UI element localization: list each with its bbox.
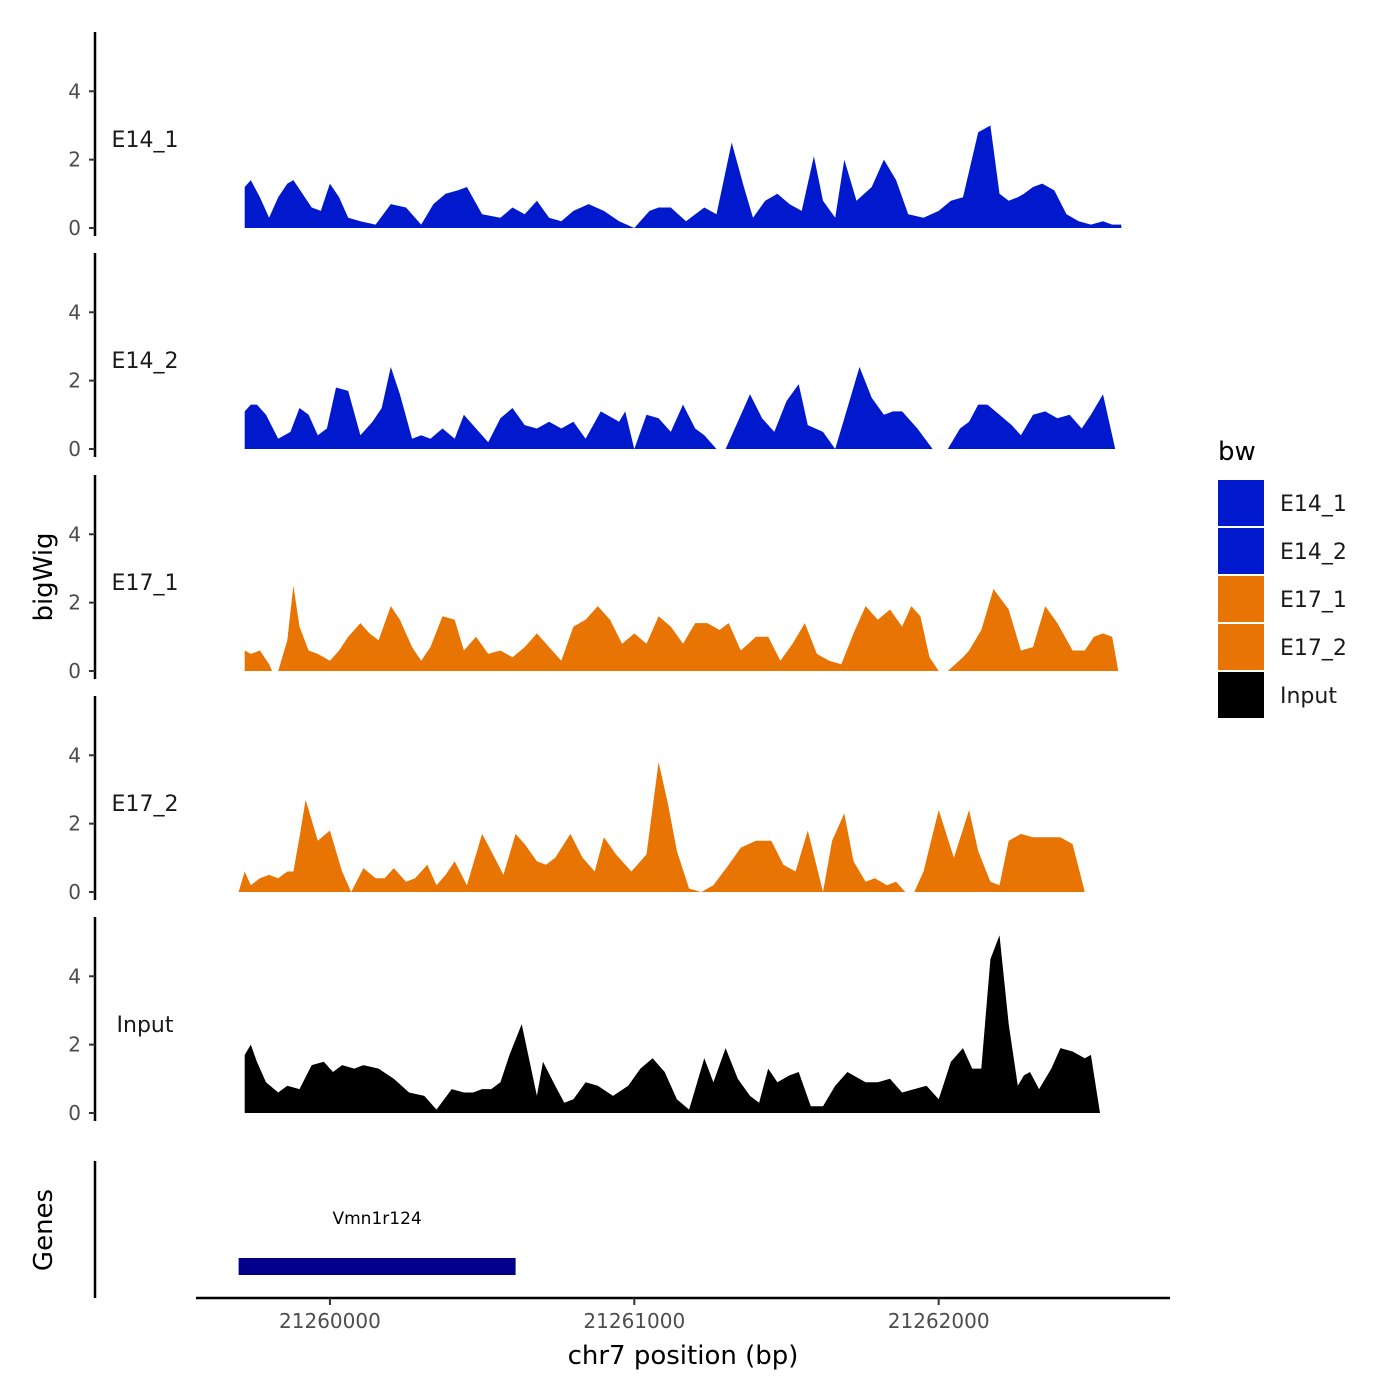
genes-track: Vmn1r124: [93, 1161, 516, 1298]
legend-swatch: [1218, 624, 1264, 670]
x-tick-label: 21262000: [888, 1309, 990, 1333]
track-label-e14-2: E14_2: [112, 349, 179, 374]
legend-item-e17-1: E17_1: [1218, 576, 1347, 622]
y-tick-label: 2: [68, 812, 81, 836]
track-label-input: Input: [117, 1013, 174, 1038]
y-tick-label: 0: [68, 1101, 81, 1125]
y-tick-label: 0: [68, 880, 81, 904]
coverage-area-e17-1: [244, 585, 1119, 671]
legend-swatch: [1218, 576, 1264, 622]
legend-label: E17_1: [1280, 588, 1347, 613]
y-tick-label: 4: [68, 79, 81, 103]
x-axis: 21260000 21261000 21262000: [196, 1296, 1170, 1333]
y-tick-label: 4: [68, 522, 81, 546]
legend-item-e14-1: E14_1: [1218, 480, 1347, 526]
legend-swatch: [1218, 672, 1264, 718]
coverage-area-e14-2: [244, 367, 1116, 449]
legend-label: Input: [1280, 684, 1337, 709]
y-tick-label: 0: [68, 437, 81, 461]
legend-item-e14-2: E14_2: [1218, 528, 1347, 574]
genes-track-title: Genes: [29, 1189, 59, 1271]
legend-swatch: [1218, 528, 1264, 574]
y-tick-label: 2: [68, 148, 81, 172]
gene-vmn1r124: Vmn1r124: [238, 1209, 516, 1275]
track-label-e17-1: E17_1: [112, 571, 179, 596]
y-tick-label: 0: [68, 659, 81, 683]
y-axis-title: bigWig: [29, 532, 59, 621]
x-tick-label: 21261000: [583, 1309, 685, 1333]
legend-title: bw: [1218, 437, 1256, 467]
track-e14-2: 0 2 4 E14_2: [68, 253, 1116, 461]
track-e17-2: 0 2 4 E17_2: [68, 696, 1119, 904]
legend-label: E17_2: [1280, 636, 1347, 661]
y-tick-label: 4: [68, 964, 81, 988]
y-tick-label: 2: [68, 1033, 81, 1057]
y-tick-label: 4: [68, 300, 81, 324]
y-tick-label: 2: [68, 591, 81, 615]
x-axis-title: chr7 position (bp): [568, 1341, 799, 1371]
gene-label: Vmn1r124: [332, 1209, 421, 1229]
legend-item-e17-2: E17_2: [1218, 624, 1347, 670]
legend-label: E14_2: [1280, 540, 1347, 565]
track-label-e14-1: E14_1: [112, 128, 179, 153]
track-e17-1: 0 2 4 E17_1: [68, 475, 1119, 683]
legend-swatch: [1218, 480, 1264, 526]
coverage-area-e14-1: [244, 125, 1122, 228]
track-input: 0 2 4 Input: [68, 917, 1119, 1125]
y-tick-label: 0: [68, 216, 81, 240]
y-tick-label: 2: [68, 369, 81, 393]
gene-body: [238, 1258, 516, 1275]
legend: bw E14_1 E14_2 E17_1 E17_2 Input: [1218, 437, 1347, 718]
x-tick-label: 21260000: [279, 1309, 381, 1333]
coverage-tracks: 0 2 4 E14_1 0 2 4 E14_2 0 2 4 E17_1 0 2 4 E17_2 0 2 4 Input: [68, 32, 1122, 1125]
legend-item-input: Input: [1218, 672, 1337, 718]
legend-label: E14_1: [1280, 492, 1347, 517]
track-e14-1: 0 2 4 E14_1: [68, 32, 1122, 240]
y-tick-label: 4: [68, 743, 81, 767]
coverage-area-input: [244, 935, 1119, 1113]
track-label-e17-2: E17_2: [112, 792, 179, 817]
coverage-area-e17-2: [238, 762, 1119, 892]
